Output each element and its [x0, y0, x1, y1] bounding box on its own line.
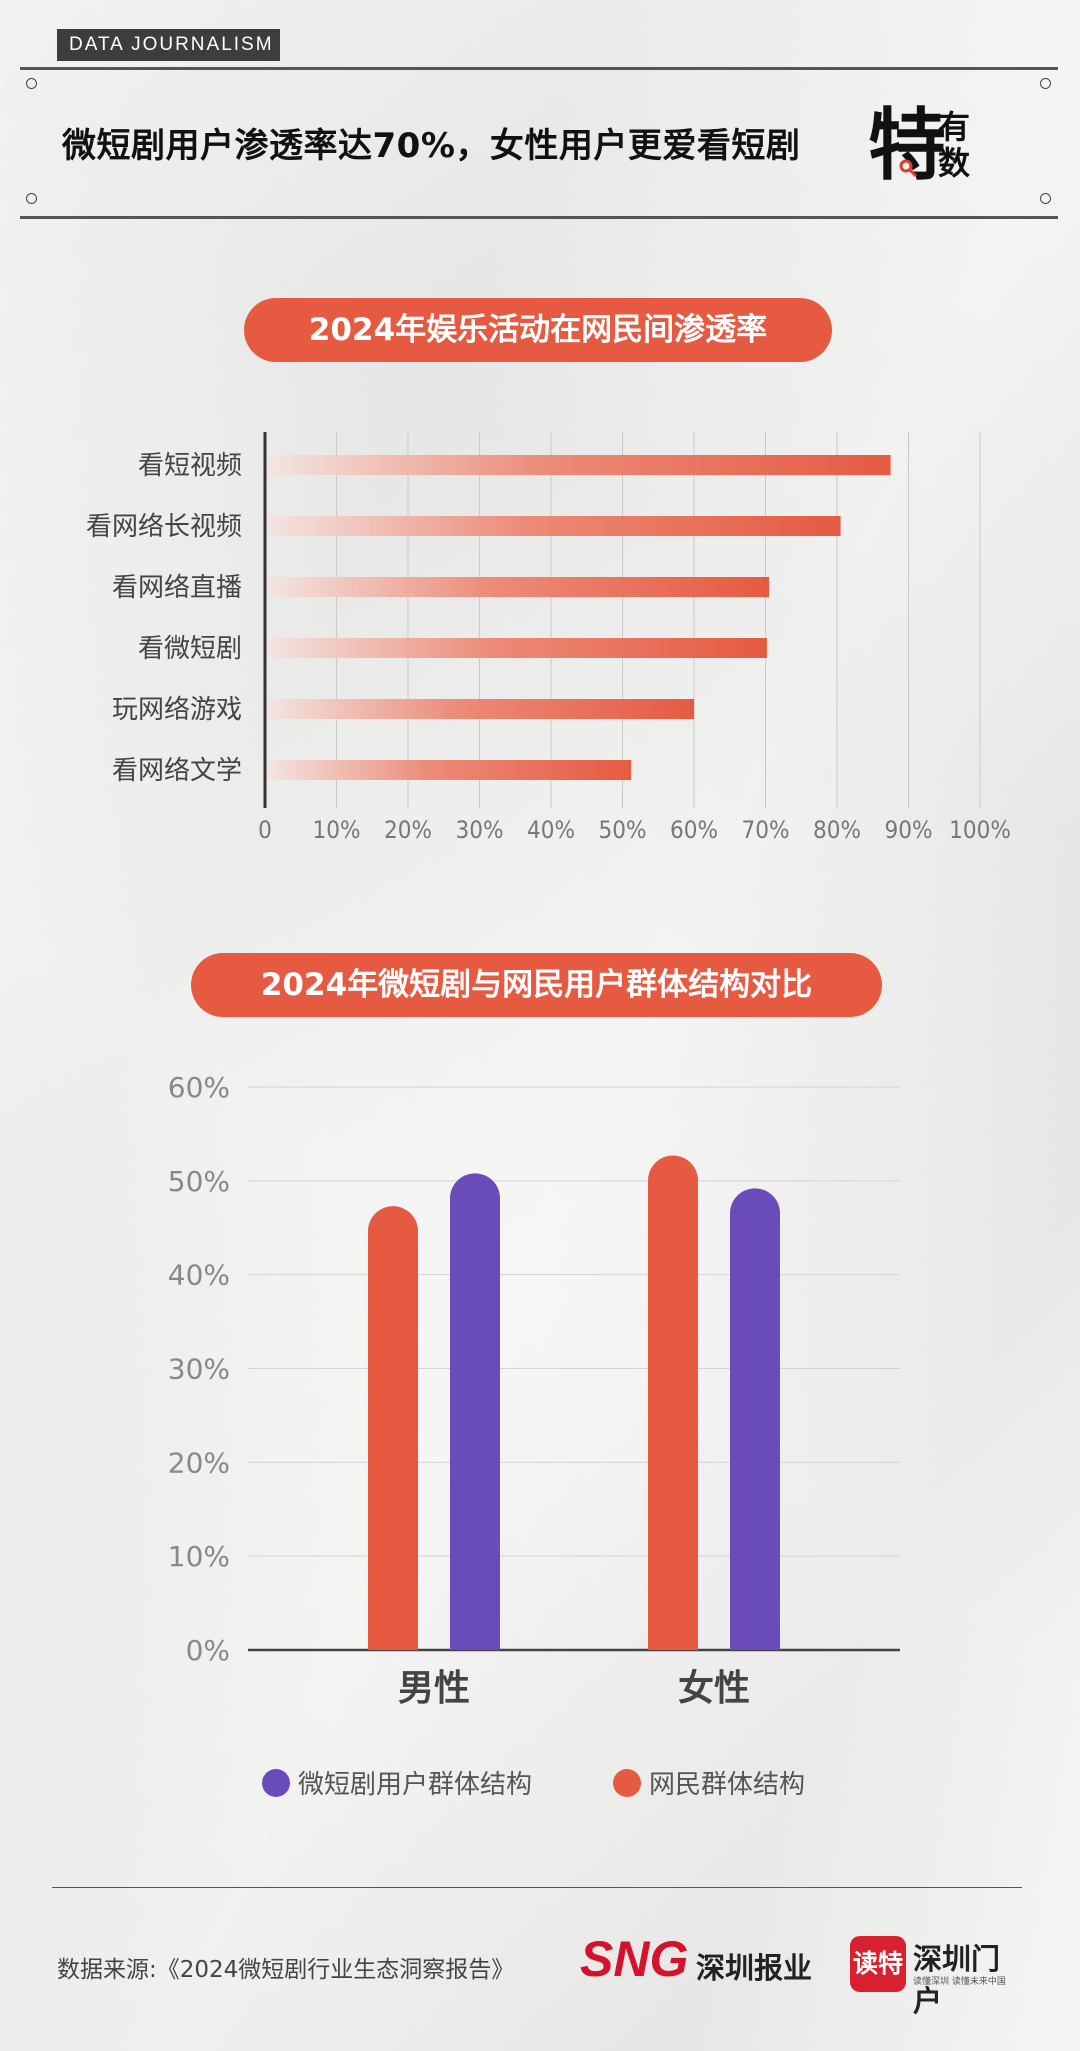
logo-small-bottom: 数: [938, 144, 971, 182]
chart2-title: 2024年微短剧与网民用户群体结构对比: [191, 953, 882, 1017]
y-tick-label: 30%: [168, 1353, 230, 1386]
legend-swatch-purple: [262, 1768, 290, 1797]
x-tick-label: 30%: [456, 816, 504, 844]
logo-small-top: 有: [938, 108, 970, 146]
bar: [648, 1155, 698, 1650]
corner-ring: [26, 193, 37, 204]
y-tick-label: 50%: [168, 1165, 230, 1198]
x-tick-label: 0: [258, 816, 272, 844]
category-label: 看网络直播: [112, 573, 242, 603]
category-label: 看网络长视频: [86, 512, 242, 542]
vertical-bar-chart: 0% 10% 20% 30% 40% 50% 60% 男性 女性: [168, 1071, 900, 1709]
legend-label: 微短剧用户群体结构: [298, 1770, 533, 1800]
x-tick-label: 40%: [527, 816, 575, 844]
x-tick-label: 90%: [885, 816, 933, 844]
corner-ring: [1040, 193, 1051, 204]
bar: [265, 699, 694, 719]
bar: [265, 760, 632, 780]
top-rule: [20, 67, 1058, 70]
dute-sub: 读懂深圳 读懂未来中国: [913, 1977, 1006, 1987]
category-label: 男性: [398, 1668, 470, 1709]
legend-item-netizens: 网民群体结构: [613, 1764, 805, 1801]
x-tick-label: 80%: [813, 816, 861, 844]
x-tick-label: 100%: [949, 816, 1011, 844]
legend-item-micro-drama: 微短剧用户群体结构: [262, 1764, 532, 1801]
chart1-title: 2024年娱乐活动在网民间渗透率: [244, 298, 832, 362]
corner-ring: [26, 78, 37, 89]
brand-dute: 读特 深圳门户 读懂深圳 读懂未来中国: [850, 1932, 1020, 2018]
x-tick-label: 50%: [599, 816, 647, 844]
bar: [265, 577, 770, 597]
bottom-rule: [20, 216, 1058, 219]
category-label: 看短视频: [138, 451, 242, 481]
sng-mark: SNG: [580, 1931, 689, 1987]
y-tick-label: 60%: [168, 1071, 230, 1104]
y-tick-label: 40%: [168, 1259, 230, 1292]
dute-badge: 读特: [850, 1936, 906, 1992]
legend-label: 网民群体结构: [649, 1770, 806, 1800]
section-tag: DATA JOURNALISM: [57, 29, 280, 61]
bar: [265, 638, 767, 658]
category-label: 女性: [678, 1668, 750, 1709]
x-tick-label: 60%: [670, 816, 718, 844]
bar: [265, 455, 891, 475]
sng-text: 深圳报业: [696, 1951, 813, 1985]
x-tick-label: 20%: [384, 816, 432, 844]
bar: [730, 1188, 780, 1650]
y-tick-label: 0%: [186, 1634, 230, 1667]
dute-text: 深圳门户: [913, 1942, 1001, 2018]
footer-rule: [52, 1887, 1022, 1888]
category-label: 看微短剧: [138, 634, 242, 664]
category-label: 看网络文学: [112, 756, 242, 786]
brand-sng: SNG 深圳报业: [580, 1930, 820, 1990]
logo-big: 特: [868, 101, 946, 190]
data-source: 数据来源:《2024微短剧行业生态洞察报告》: [57, 1957, 515, 1983]
page-title: 微短剧用户渗透率达70%，女性用户更爱看短剧: [62, 126, 801, 166]
brand-logo: 特 有 数: [868, 101, 971, 190]
bar: [265, 516, 841, 536]
legend-swatch-red: [613, 1768, 641, 1797]
bar: [450, 1173, 500, 1650]
corner-ring: [1040, 78, 1051, 89]
x-tick-label: 70%: [742, 816, 790, 844]
bar: [368, 1206, 418, 1650]
y-tick-label: 20%: [168, 1446, 230, 1479]
y-tick-label: 10%: [168, 1540, 230, 1573]
x-tick-label: 10%: [313, 816, 361, 844]
category-label: 玩网络游戏: [112, 695, 242, 725]
